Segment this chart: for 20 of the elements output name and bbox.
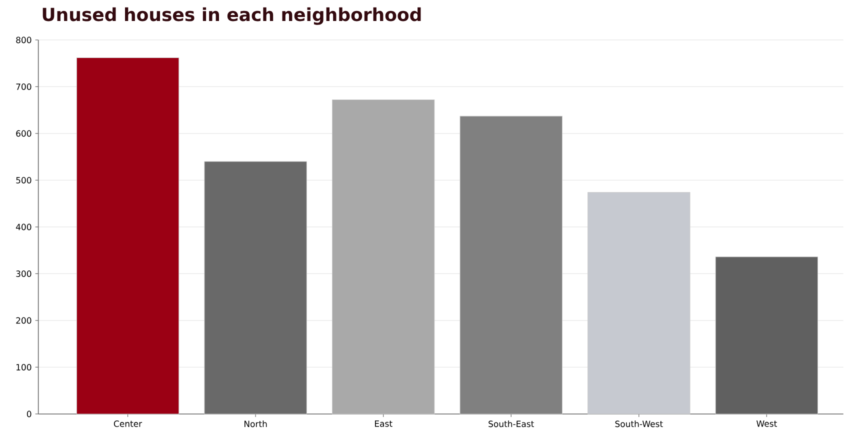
x-tick-label: East [375,420,392,427]
y-tick-label: 700 [16,84,32,90]
y-tick-label: 500 [16,177,32,184]
chart-title: Unused houses in each neighborhood [42,7,421,25]
x-tick-label: South-East [488,420,534,428]
y-tick-label: 800 [16,36,32,44]
y-tick-label: 0 [26,410,32,418]
x-tick-label: Center [114,420,142,427]
bar [460,116,562,414]
x-tick-label: West [756,420,777,427]
x-tick-label: South-West [615,420,663,428]
y-tick-label: 100 [16,364,32,370]
y-tick-label: 300 [16,270,32,277]
bar [76,57,180,414]
bar [588,192,690,414]
y-tick-label: 400 [16,224,32,230]
y-tick-label: 200 [16,317,32,324]
x-tick-label: North [244,420,267,428]
y-tick-label: 600 [16,130,32,137]
bar [332,100,435,414]
